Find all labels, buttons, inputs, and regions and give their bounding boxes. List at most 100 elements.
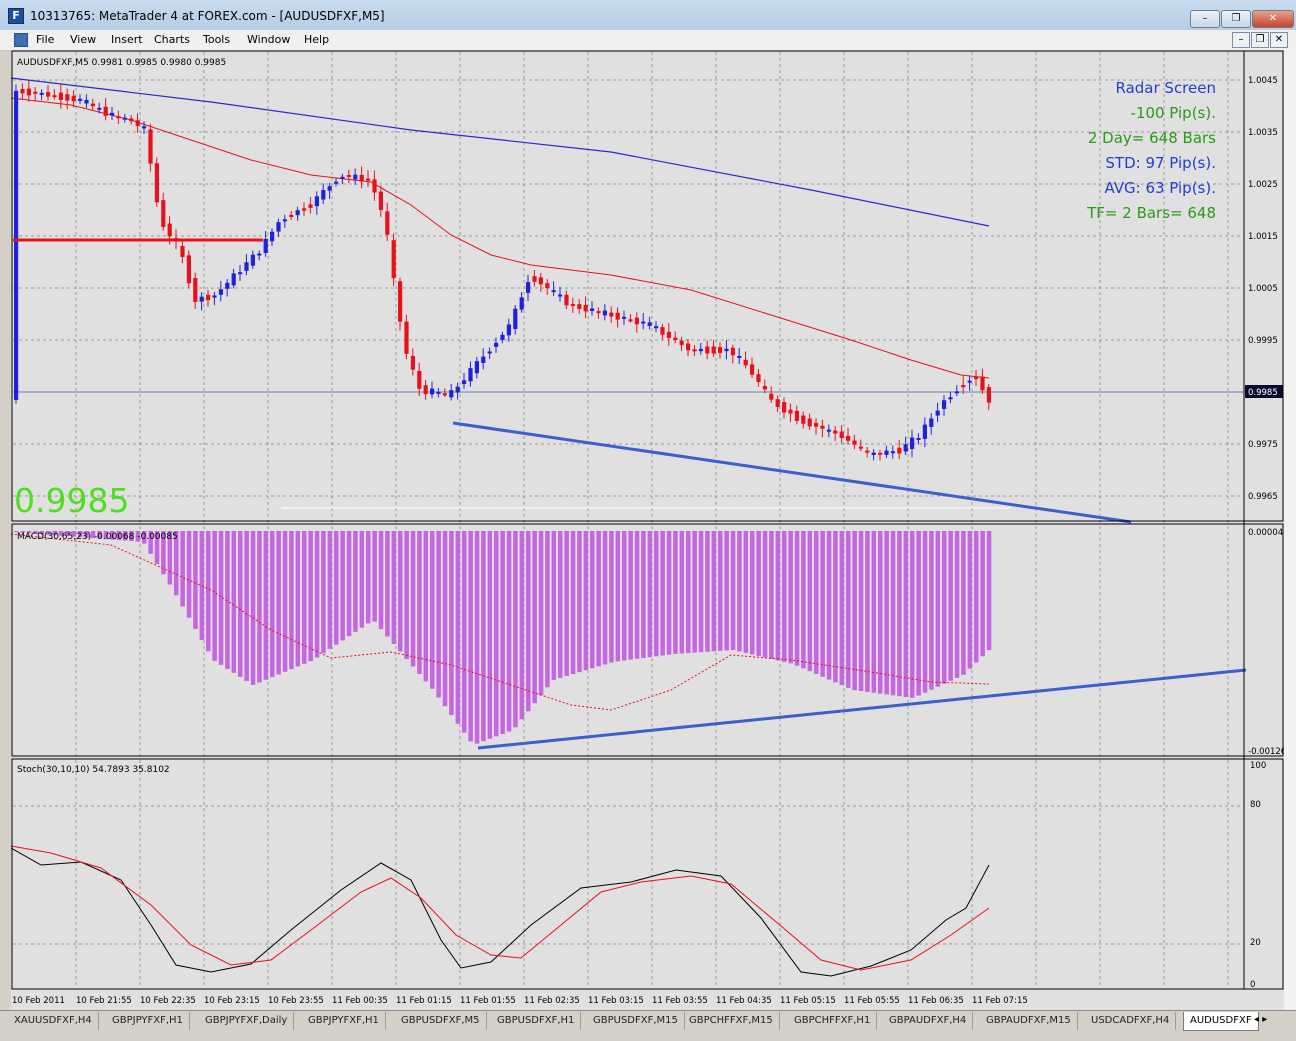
tab-gbpchffxf-h1[interactable]: GBPCHFFXF,H1 xyxy=(788,1012,878,1030)
bull-candle xyxy=(590,308,595,311)
macd-histogram-bar xyxy=(865,531,870,692)
mdi-minimize-button[interactable]: – xyxy=(1232,32,1250,48)
bear-candle xyxy=(52,95,57,98)
tab-usdcadfxf-h4[interactable]: USDCADFXF,H4 xyxy=(1085,1012,1177,1030)
mdi-close-button[interactable]: ✕ xyxy=(1270,32,1288,48)
bear-candle xyxy=(129,118,134,122)
radar-bars-line: 2 Day= 648 Bars xyxy=(1087,129,1216,147)
bear-candle xyxy=(366,178,371,181)
tab-gbpaudfxf-h4[interactable]: GBPAUDFXF,H4 xyxy=(883,1012,974,1030)
macd-histogram-bar xyxy=(250,531,256,685)
tab-scroll-arrows[interactable]: ◂ ▸ xyxy=(1254,1014,1268,1025)
minimize-button[interactable]: – xyxy=(1190,10,1220,28)
menu-tools[interactable]: Tools xyxy=(203,33,231,46)
bull-candle xyxy=(724,348,729,352)
chart-window-icon[interactable] xyxy=(14,33,28,47)
bear-candle xyxy=(180,246,185,257)
macd-histogram-bar xyxy=(839,531,845,686)
bull-candle xyxy=(327,186,332,191)
macd-histogram-bar xyxy=(33,531,38,534)
macd-histogram-bar xyxy=(366,531,371,624)
radar-tf-line: TF= 2 Bars= 648 xyxy=(1087,204,1216,222)
macd-histogram-bar xyxy=(897,531,902,697)
tab-gbpchffxf-m15[interactable]: GBPCHFFXF,M15 xyxy=(683,1012,780,1030)
macd-histogram-bar xyxy=(468,531,473,742)
tab-gbpaudfxf-m15[interactable]: GBPAUDFXF,M15 xyxy=(980,1012,1078,1030)
bear-candle xyxy=(417,370,422,389)
macd-histogram-bar xyxy=(910,531,915,698)
bull-candle xyxy=(110,112,115,116)
menu-view[interactable]: View xyxy=(70,33,97,46)
macd-histogram-bar xyxy=(372,531,377,622)
macd-histogram-bar xyxy=(673,531,678,654)
macd-histogram-bar xyxy=(750,531,755,655)
bull-candle xyxy=(353,174,358,180)
bear-candle xyxy=(372,179,377,193)
macd-histogram-bar xyxy=(602,531,608,665)
tab-gbpusdfxf-m5[interactable]: GBPUSDFXF,M5 xyxy=(395,1012,487,1030)
time-axis-tick: 11 Feb 04:35 xyxy=(716,996,772,1006)
bull-candle xyxy=(967,380,972,383)
stoch-main-line xyxy=(11,847,990,977)
mdi-restore-button[interactable]: ❐ xyxy=(1251,32,1269,48)
macd-histogram-bar xyxy=(231,531,237,673)
bull-candle xyxy=(244,262,249,271)
tab-gbpusdfxf-h1[interactable]: GBPUSDFXF,H1 xyxy=(491,1012,582,1030)
menu-insert[interactable]: Insert xyxy=(111,33,143,46)
bear-candle xyxy=(833,430,838,434)
macd-histogram-bar xyxy=(846,531,851,688)
macd-histogram-bar xyxy=(206,531,211,652)
macd-histogram-bar xyxy=(513,531,518,728)
bear-candle xyxy=(65,94,70,101)
time-axis-tick: 11 Feb 01:55 xyxy=(460,996,516,1006)
bear-candle xyxy=(756,374,761,382)
stoch-axis-tick: 100 xyxy=(1250,761,1266,771)
bull-candle xyxy=(737,355,742,358)
macd-histogram-bar xyxy=(52,531,57,536)
tab-gbpjpyfxf-daily[interactable]: GBPJPYFXF,Daily xyxy=(199,1012,295,1030)
stoch-axis-tick: 80 xyxy=(1250,800,1261,810)
bull-candle xyxy=(97,107,102,110)
macd-histogram-bar xyxy=(922,531,928,693)
radar-std-line: STD: 97 Pip(s). xyxy=(1105,154,1216,172)
tab-xauusdfxf-h4[interactable]: XAUUSDFXF,H4 xyxy=(8,1012,99,1030)
bull-candle xyxy=(519,297,524,310)
macd-histogram-bar xyxy=(916,531,921,696)
bear-candle xyxy=(391,240,396,279)
tab-gbpjpyfxf-h1[interactable]: GBPJPYFXF,H1 xyxy=(106,1012,190,1030)
restore-button[interactable]: ❐ xyxy=(1221,10,1251,28)
price-axis-tick: 0.9995 xyxy=(1248,336,1278,346)
price-chart-canvas[interactable]: 1.0045 1.0035 1.0025 1.0015 1.0005 0.9995 0.99… xyxy=(11,50,1284,1010)
bear-candle xyxy=(801,415,806,424)
tab-gbpusdfxf-m15[interactable]: GBPUSDFXF,M15 xyxy=(587,1012,685,1030)
macd-histogram-bar xyxy=(583,531,589,671)
macd-histogram-bar xyxy=(423,531,429,682)
bull-candle xyxy=(558,294,563,297)
bear-candle xyxy=(961,385,966,388)
bull-candle xyxy=(199,296,204,302)
tab-audusdfxf-active[interactable]: AUDUSDFXF xyxy=(1183,1012,1259,1031)
macd-histogram-bar xyxy=(961,531,966,675)
tab-gbpjpyfxf-h1-2[interactable]: GBPJPYFXF,H1 xyxy=(302,1012,386,1030)
menu-window[interactable]: Window xyxy=(247,33,291,46)
title-bar: F 10313765: MetaTrader 4 at FOREX.com - … xyxy=(0,0,1296,31)
bear-candle xyxy=(46,92,51,97)
macd-histogram-bar xyxy=(718,531,723,651)
bull-candle xyxy=(462,380,467,385)
menu-charts[interactable]: Charts xyxy=(154,33,190,46)
macd-histogram-bar xyxy=(801,531,806,669)
macd-histogram-bar xyxy=(487,531,493,739)
bear-candle xyxy=(986,387,991,403)
bull-candle xyxy=(698,348,703,352)
price-trendline xyxy=(452,421,1132,524)
close-button[interactable]: ✕ xyxy=(1252,10,1294,28)
menu-help[interactable]: Help xyxy=(304,33,330,46)
bull-candle xyxy=(334,181,339,184)
radar-screen-title: Radar Screen xyxy=(1115,79,1216,97)
menu-file[interactable]: File xyxy=(36,33,55,46)
macd-histogram-bar xyxy=(756,531,761,656)
chart-window[interactable]: 1.0045 1.0035 1.0025 1.0015 1.0005 0.9995 0.99… xyxy=(11,50,1284,1010)
macd-histogram-bar xyxy=(884,531,889,695)
bear-candle xyxy=(404,321,409,354)
bear-candle xyxy=(750,364,755,375)
